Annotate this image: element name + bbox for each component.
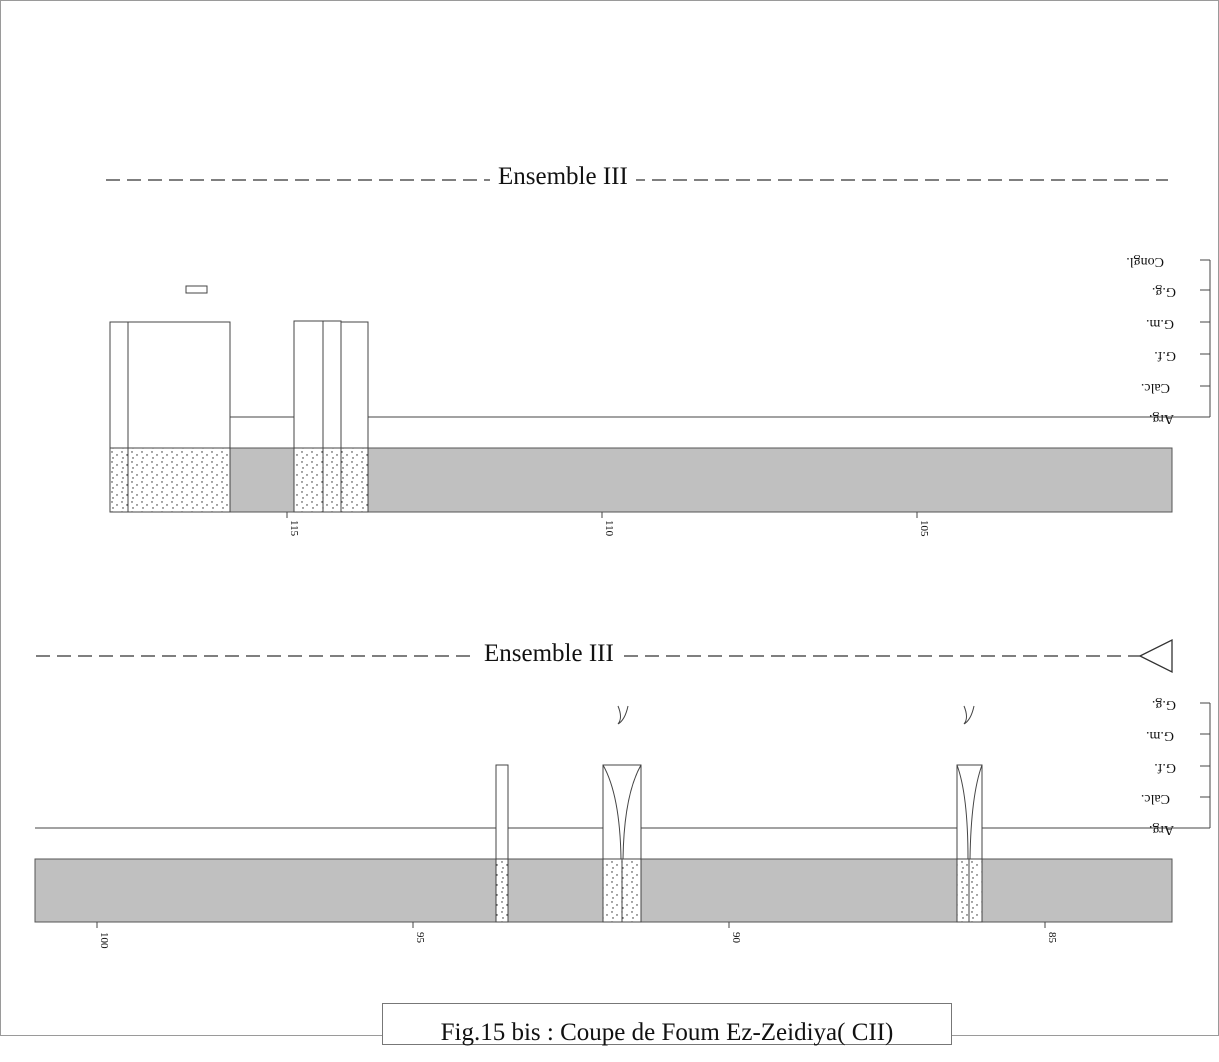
bottom-section-title: Ensemble III — [476, 640, 622, 668]
triangle-marker — [1138, 638, 1173, 674]
top-section — [106, 179, 1211, 518]
bottom-bed-b-upper — [602, 764, 642, 860]
bottom-depth-labels: 100 95 90 85 — [98, 932, 1058, 949]
bottom-burrow-symbol-1 — [617, 705, 629, 725]
stratigraphic-columns: Congl. G.g. G.m. G.f. Calc. Arg. G.g. G.… — [34, 179, 1211, 949]
top-grain-scale — [1200, 259, 1211, 418]
top-bed-5-sand — [340, 447, 369, 513]
bottom-bed-a-sand — [495, 858, 509, 923]
top-grain-label: G.g. — [1152, 284, 1176, 299]
bottom-tick-label: 100 — [98, 932, 110, 949]
top-bed-4-sand — [322, 447, 342, 513]
top-bed-5-upper — [340, 321, 369, 449]
top-grain-label: G.f. — [1154, 348, 1176, 363]
top-section-title: Ensemble III — [490, 163, 636, 191]
bottom-grain-label: G.g. — [1152, 697, 1176, 712]
bottom-grain-label: Arg. — [1149, 822, 1174, 837]
bottom-grain-labels: G.g. G.m. G.f. Calc. Arg. — [1141, 697, 1176, 837]
bottom-grain-label: G.m. — [1146, 728, 1174, 743]
bottom-section — [34, 638, 1211, 928]
bottom-grain-label: Calc. — [1141, 791, 1170, 806]
bottom-bed-c-curves — [956, 764, 983, 860]
top-bed-3-sand — [293, 447, 324, 513]
top-small-marker — [185, 285, 208, 294]
bottom-tick-label: 85 — [1046, 932, 1058, 944]
top-tick-label: 115 — [288, 520, 300, 537]
top-grain-label: Arg. — [1149, 411, 1174, 426]
bottom-burrow-symbol-2 — [963, 705, 975, 725]
top-bed-3-upper — [293, 320, 324, 449]
top-grain-label: G.m. — [1146, 316, 1174, 331]
top-bed-1-sand — [109, 447, 129, 513]
bottom-tick-label: 90 — [730, 932, 742, 944]
top-bed-2-upper — [127, 321, 231, 449]
bottom-bed-a-upper — [495, 764, 509, 860]
top-grain-label: Congl. — [1126, 254, 1164, 269]
bottom-grain-label: G.f. — [1154, 760, 1176, 775]
bottom-depth-ticks — [96, 922, 1046, 928]
top-bed-2-sand — [127, 447, 231, 513]
top-tick-label: 110 — [603, 520, 615, 537]
top-bed-1-upper — [109, 321, 129, 449]
top-bed-4-upper — [322, 320, 342, 449]
top-depth-labels: 115 110 105 — [288, 520, 930, 537]
figure-caption: Fig.15 bis : Coupe de Foum Ez-Zeidiya( C… — [382, 1003, 952, 1046]
bottom-grain-scale — [1200, 702, 1211, 829]
bottom-tick-label: 95 — [414, 932, 426, 944]
top-grain-labels: Congl. G.g. G.m. G.f. Calc. Arg. — [1126, 254, 1176, 426]
top-grain-label: Calc. — [1141, 380, 1170, 395]
top-section-band — [109, 447, 1173, 513]
bottom-bed-b-curves — [602, 764, 642, 860]
top-depth-ticks — [286, 512, 918, 518]
top-tick-label: 105 — [918, 520, 930, 537]
